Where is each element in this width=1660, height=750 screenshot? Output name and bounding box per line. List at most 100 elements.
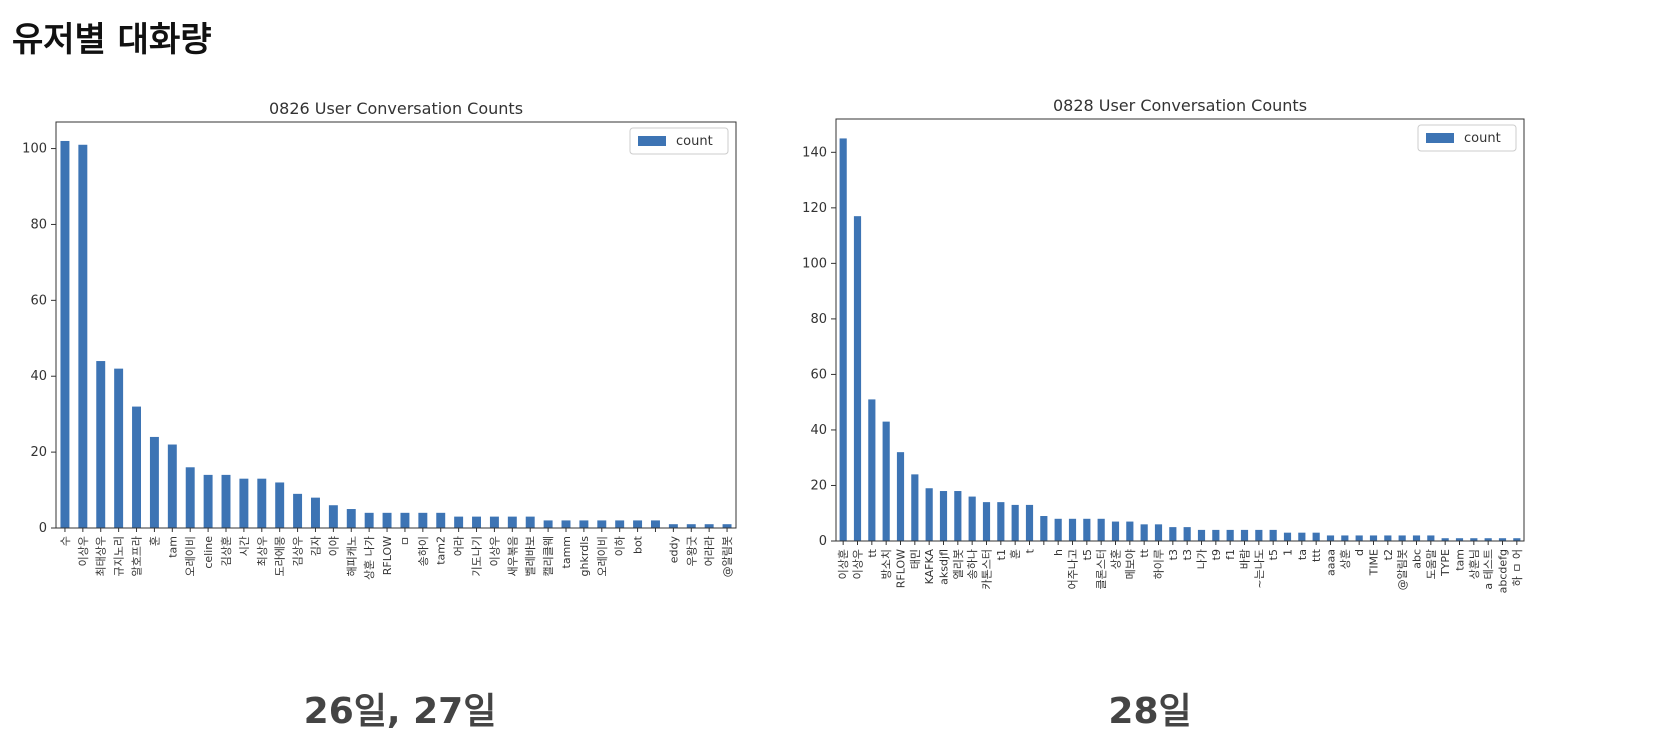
bar	[382, 512, 392, 528]
category-label: 이상훈	[837, 549, 850, 579]
category-label: aksdjfl	[938, 549, 951, 585]
category-label: 김상우	[292, 536, 305, 566]
category-label: abcdefg	[1497, 549, 1510, 593]
bar	[925, 488, 933, 541]
bar-chart-0826: 0826 User Conversation Counts 0 20 40 60 80 10…	[22, 99, 737, 580]
bar	[579, 520, 589, 528]
category-label: 1	[1282, 549, 1295, 556]
category-label: TYPE	[1439, 549, 1452, 577]
bar	[896, 452, 905, 541]
category-label: 훈	[1009, 549, 1022, 559]
category-label: 나가	[1196, 549, 1209, 569]
category-label: eddy	[667, 536, 680, 564]
category-label: 이상우	[852, 549, 865, 579]
category-label: 시간	[238, 536, 251, 556]
y-tick-label: 100	[802, 256, 827, 271]
bar	[1068, 518, 1077, 541]
category-label: 우왕굿	[685, 536, 698, 566]
category-label: RFLOW	[895, 549, 908, 588]
category-label: t9	[1210, 549, 1223, 560]
chart-title: 0826 User Conversation Counts	[269, 99, 523, 118]
bar	[149, 436, 159, 528]
bar	[1498, 538, 1507, 541]
bar	[1197, 529, 1206, 541]
category-label: 도움말	[1425, 549, 1438, 579]
bar	[1412, 535, 1421, 541]
caption-28: 28일	[1108, 691, 1192, 732]
bar	[185, 467, 195, 528]
plot-frame	[835, 118, 1525, 542]
category-label: t2	[1382, 549, 1395, 560]
category-label: 해피캐노	[344, 536, 358, 576]
bar	[704, 524, 714, 528]
y-tick-label: 80	[30, 217, 47, 232]
bar	[1097, 518, 1105, 541]
category-label: tam2	[435, 536, 448, 565]
bar	[968, 496, 976, 541]
legend-label: count	[676, 134, 713, 149]
bar	[1226, 529, 1234, 541]
category-label: 하 ㅁ 어	[1510, 549, 1524, 586]
bar	[1212, 529, 1220, 541]
y-tick-label: 120	[802, 201, 827, 216]
y-tick-label: 60	[30, 293, 47, 308]
category-label: 이야	[327, 536, 340, 556]
bar	[489, 516, 499, 528]
category-label: t	[1024, 548, 1037, 553]
category-label: 송하이	[416, 536, 430, 566]
page-heading: 유저별 대화량	[12, 20, 212, 60]
category-label: t5	[1081, 549, 1094, 560]
bar	[1255, 529, 1263, 541]
bar	[221, 474, 231, 528]
category-label: 엘리봇	[952, 549, 965, 579]
legend-box	[629, 127, 729, 155]
bar	[982, 502, 991, 541]
bar	[1283, 532, 1292, 541]
bar	[1269, 529, 1277, 541]
legend: count	[1417, 124, 1517, 152]
y-tick-label: 0	[819, 534, 827, 549]
bar	[839, 138, 847, 541]
bar	[472, 516, 481, 528]
category-label: ㅁ	[399, 536, 412, 546]
legend-label: count	[1464, 131, 1501, 146]
bar	[1398, 535, 1406, 541]
bar	[954, 491, 962, 541]
category-label: 도라에몽	[274, 536, 287, 576]
category-label: t3	[1167, 549, 1180, 560]
category-label: tam	[166, 536, 179, 558]
category-label: 카톤스터	[981, 549, 994, 589]
bar	[96, 361, 106, 528]
category-label: 메보야	[1124, 549, 1137, 579]
bar	[1083, 518, 1091, 541]
y-tick-label: 140	[802, 145, 827, 160]
bar	[1140, 524, 1148, 541]
y-tick-label: 20	[30, 445, 47, 460]
bar	[1054, 518, 1062, 541]
category-label: 알호프라	[130, 536, 144, 576]
bar	[454, 516, 464, 528]
chart-panel-0826: 0826 User Conversation Counts 0 20 40 60 80 10…	[20, 92, 760, 612]
category-label: KAFKA	[923, 549, 936, 585]
category-label: t3	[1181, 549, 1194, 560]
category-label: 오레이비	[184, 536, 197, 576]
bar	[167, 444, 177, 528]
bar	[1355, 535, 1363, 541]
bar	[722, 524, 732, 528]
y-tick-label: 80	[810, 312, 827, 327]
chart-panel-0828: 0828 User Conversation Counts 0 20 40 60 80 10…	[800, 92, 1560, 612]
category-label: 클론스터	[1095, 549, 1108, 589]
category-label: RFLOW	[381, 536, 394, 575]
bar	[60, 140, 70, 528]
bar	[997, 502, 1005, 541]
bar	[418, 512, 428, 528]
bar	[1484, 538, 1492, 541]
bar	[633, 520, 643, 528]
bar	[651, 520, 660, 528]
category-label: t5	[1267, 549, 1280, 560]
category-label: 캘리클웨	[542, 536, 555, 576]
bar	[882, 421, 890, 541]
bar	[597, 520, 607, 528]
category-label: tt	[866, 548, 879, 557]
category-label: 이상우	[488, 536, 501, 566]
